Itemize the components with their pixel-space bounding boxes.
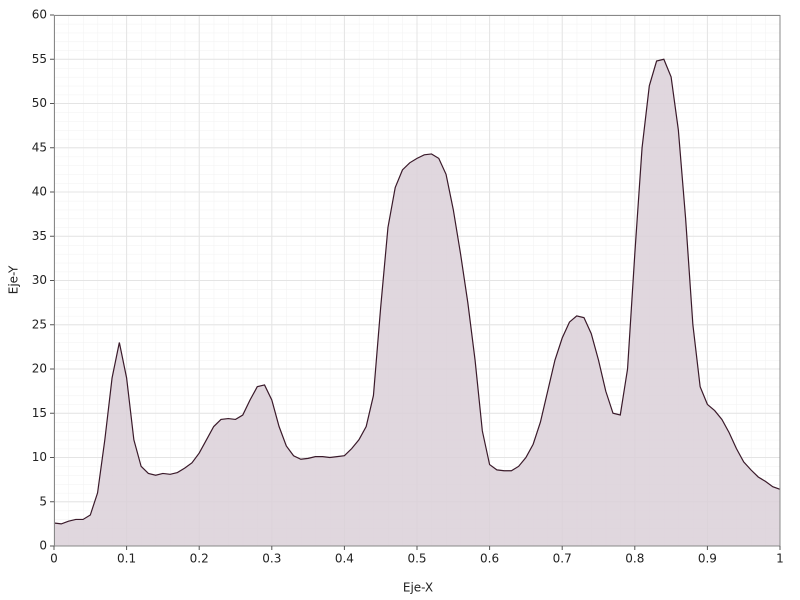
x-tick-label: 0.7 — [553, 552, 572, 566]
y-tick-label: 10 — [32, 450, 47, 464]
x-tick-label: 0.5 — [407, 552, 426, 566]
y-tick-label: 60 — [32, 8, 47, 22]
y-tick-label: 50 — [32, 96, 47, 110]
x-tick-label: 1 — [776, 552, 784, 566]
area-line — [53, 58, 781, 525]
y-tick-label: 35 — [32, 229, 47, 243]
area-fill — [54, 59, 780, 546]
x-tick-label: 0.3 — [262, 552, 281, 566]
x-tick-label: 0.9 — [698, 552, 717, 566]
x-tick-label: 0.1 — [117, 552, 136, 566]
x-tick-label: 0.6 — [480, 552, 499, 566]
y-tick-label: 20 — [32, 362, 47, 376]
y-tick-label: 0 — [39, 539, 47, 553]
y-tick-label: 5 — [39, 494, 47, 508]
y-tick-label: 25 — [32, 317, 47, 331]
y-tick-label: 15 — [32, 406, 47, 420]
y-tick-label: 40 — [32, 185, 47, 199]
y-tick-label: 55 — [32, 52, 47, 66]
x-tick-label: 0.2 — [190, 552, 209, 566]
x-tick-label: 0.8 — [625, 552, 644, 566]
x-tick-label: 0.4 — [335, 552, 354, 566]
y-tick-label: 30 — [32, 273, 47, 287]
y-axis-label: Eje-Y — [7, 265, 21, 294]
x-tick-label: 0 — [50, 552, 58, 566]
y-tick-label: 45 — [32, 140, 47, 154]
x-axis-label: Eje-X — [403, 581, 433, 595]
